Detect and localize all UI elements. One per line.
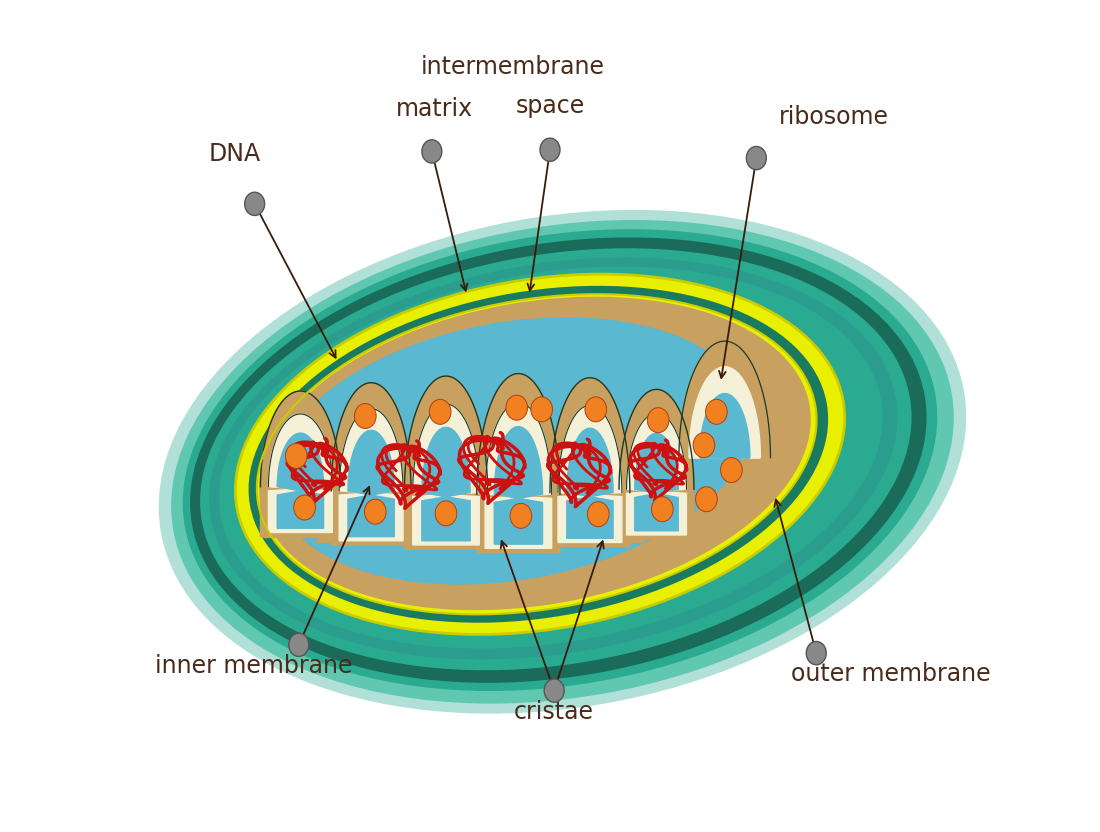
Text: intermembrane: intermembrane (420, 55, 605, 79)
Polygon shape (348, 430, 394, 537)
Ellipse shape (540, 138, 560, 161)
Ellipse shape (249, 286, 828, 622)
Ellipse shape (585, 397, 606, 422)
Ellipse shape (260, 297, 811, 610)
Polygon shape (277, 433, 323, 528)
Ellipse shape (651, 497, 673, 522)
Ellipse shape (219, 266, 882, 649)
Polygon shape (566, 428, 613, 538)
Ellipse shape (209, 257, 898, 660)
Polygon shape (268, 414, 332, 532)
Ellipse shape (531, 397, 552, 422)
Ellipse shape (422, 140, 442, 163)
Ellipse shape (647, 408, 669, 433)
Polygon shape (317, 487, 359, 542)
Polygon shape (550, 378, 630, 547)
Polygon shape (331, 383, 411, 545)
Polygon shape (485, 403, 552, 548)
Ellipse shape (183, 229, 937, 691)
Polygon shape (494, 427, 542, 544)
Ellipse shape (693, 433, 715, 458)
Ellipse shape (806, 641, 826, 665)
Polygon shape (627, 414, 686, 535)
Ellipse shape (695, 487, 717, 512)
Polygon shape (412, 404, 480, 545)
Polygon shape (390, 487, 432, 542)
Polygon shape (261, 391, 340, 537)
Text: matrix: matrix (396, 97, 473, 121)
Polygon shape (535, 487, 576, 542)
Text: space: space (516, 94, 584, 118)
Text: cristae: cristae (514, 700, 594, 724)
Ellipse shape (510, 503, 531, 528)
Polygon shape (679, 341, 770, 458)
Polygon shape (558, 405, 622, 542)
Text: ribosome: ribosome (779, 105, 889, 129)
Ellipse shape (354, 404, 376, 428)
Polygon shape (339, 409, 403, 541)
Ellipse shape (544, 679, 564, 702)
Text: outer membrane: outer membrane (791, 662, 991, 686)
Text: inner membrane: inner membrane (155, 654, 352, 678)
Ellipse shape (429, 399, 451, 424)
Ellipse shape (158, 210, 966, 714)
Polygon shape (635, 433, 679, 531)
Ellipse shape (587, 502, 609, 527)
Text: DNA: DNA (209, 142, 261, 166)
Polygon shape (405, 376, 487, 549)
Ellipse shape (274, 317, 751, 585)
Ellipse shape (256, 295, 816, 614)
Polygon shape (463, 487, 504, 542)
Polygon shape (689, 367, 760, 458)
Ellipse shape (747, 146, 767, 170)
Ellipse shape (436, 501, 456, 526)
Polygon shape (476, 374, 560, 552)
Polygon shape (619, 389, 694, 539)
Polygon shape (422, 428, 470, 541)
Polygon shape (603, 487, 644, 542)
Ellipse shape (364, 499, 386, 524)
Polygon shape (700, 394, 750, 458)
Ellipse shape (200, 248, 912, 671)
Ellipse shape (506, 395, 528, 420)
Ellipse shape (235, 274, 845, 635)
Ellipse shape (285, 443, 307, 468)
Ellipse shape (720, 458, 742, 483)
Ellipse shape (289, 633, 309, 656)
Ellipse shape (172, 220, 954, 704)
Ellipse shape (705, 399, 727, 424)
Ellipse shape (294, 495, 316, 520)
Ellipse shape (191, 239, 925, 681)
Ellipse shape (244, 192, 265, 215)
